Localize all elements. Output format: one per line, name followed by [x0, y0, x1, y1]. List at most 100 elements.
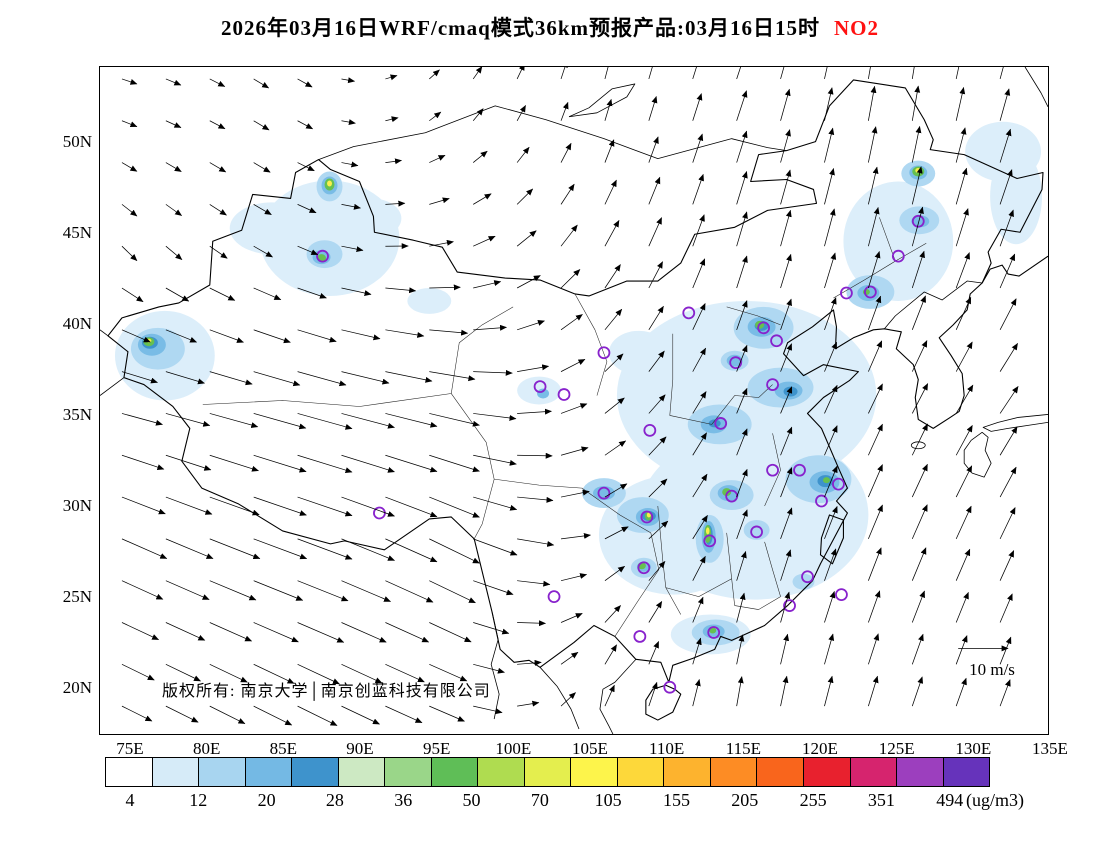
wind-vector	[209, 287, 236, 301]
wind-vector	[209, 162, 227, 173]
wind-vector	[560, 224, 578, 247]
wind-vector	[560, 613, 583, 623]
wind-vector	[824, 548, 837, 581]
city-station-marker	[770, 334, 783, 348]
wind-vector	[297, 204, 317, 214]
city-station-marker	[750, 525, 764, 539]
wind-vector	[955, 677, 967, 707]
colorbar-tick-label: 351	[867, 790, 895, 810]
city-station-marker	[547, 590, 561, 603]
wind-vector	[560, 183, 575, 205]
wind-vector	[911, 250, 925, 289]
city-station-marker	[801, 570, 814, 584]
city-station-marker	[911, 214, 925, 228]
wind-vector	[429, 705, 465, 722]
wind-vector	[736, 255, 748, 289]
wind-vector	[209, 580, 257, 601]
wind-vector	[999, 507, 1016, 540]
wind-vector	[824, 425, 838, 456]
wind-vector	[560, 314, 583, 331]
wind-vector	[385, 371, 433, 383]
wind-vector	[955, 591, 969, 623]
colorbar-tick-label: 155	[662, 790, 690, 810]
wind-vector	[429, 538, 480, 564]
colorbar-cell	[152, 758, 200, 786]
wind-vector	[297, 329, 337, 343]
wind-vector	[253, 580, 304, 601]
wind-vector	[780, 633, 790, 665]
wind-vector	[253, 245, 273, 258]
hainan-island	[645, 684, 682, 721]
wind-vector	[385, 74, 398, 81]
wind-vector	[999, 679, 1011, 707]
wind-vector	[692, 515, 708, 540]
city-station-marker	[729, 356, 743, 370]
wind-vector	[297, 371, 347, 387]
colorbar-tick-label: 20	[257, 790, 276, 810]
city-station-marker	[533, 380, 547, 393]
wind-vector	[692, 432, 707, 456]
colorbar-cell	[385, 758, 432, 786]
wind-legend-label: 10 m/s	[969, 660, 1015, 679]
wind-vector	[999, 426, 1018, 456]
wind-vector	[121, 78, 138, 85]
lon-tick-label: 105E	[572, 739, 608, 758]
wind-vector	[209, 120, 226, 130]
wind-vector	[999, 466, 1017, 498]
wind-vector	[692, 473, 708, 498]
pollution-plume	[792, 573, 815, 590]
colorbar-cell	[803, 758, 851, 786]
wind-vector	[604, 440, 627, 456]
lat-tick-label: 45N	[62, 223, 92, 242]
wind-vector	[429, 663, 468, 682]
wind-vector	[604, 220, 620, 247]
lat-tick-label: 20N	[62, 678, 92, 697]
page-title: 2026年03月16日WRF/cmaq模式36km预报产品:03月16日15时 N…	[0, 12, 1100, 42]
colorbar-cell	[245, 758, 293, 786]
wind-vector	[165, 580, 210, 600]
wind-vector	[517, 580, 551, 587]
wind-vector	[868, 590, 881, 623]
lon-tick-label: 135E	[1032, 739, 1068, 758]
wind-vector	[385, 287, 417, 294]
colorbar-cell	[106, 758, 153, 786]
colorbar-tick-label: 12	[189, 790, 208, 810]
wind-vector	[517, 496, 554, 503]
korea-china-border	[884, 280, 983, 330]
colorbar-labels: 4 12 20 28 36 50 70 105 155 205 255 351 494	[105, 790, 1035, 814]
wind-vector	[780, 549, 792, 581]
wind-vector	[385, 329, 425, 338]
wind-vector	[736, 592, 746, 623]
wind-vector	[911, 85, 921, 121]
wind-vector	[648, 217, 662, 247]
wind-vector	[824, 127, 835, 163]
wind-vector	[429, 413, 480, 427]
wind-vector	[911, 206, 924, 247]
pollution-plume	[646, 512, 651, 518]
wind-vector	[297, 78, 313, 88]
wind-vector	[121, 663, 155, 681]
city-station-marker	[840, 286, 853, 300]
wind-vector	[736, 67, 742, 80]
wind-vector	[429, 580, 476, 604]
wind-vector	[868, 423, 883, 456]
wind-vector	[911, 423, 928, 456]
wind-vector	[999, 550, 1015, 581]
wind-vector	[341, 119, 356, 126]
lon-tick-label: 100E	[495, 739, 532, 758]
wind-vector	[385, 622, 430, 643]
wind-vector	[999, 88, 1011, 121]
wind-vector	[429, 454, 480, 473]
wind-vector	[824, 252, 837, 289]
wind-vector	[868, 464, 883, 498]
wind-vector	[824, 67, 828, 80]
wind-vector	[736, 211, 748, 247]
wind-vector	[780, 675, 789, 707]
lon-tick-label: 120E	[802, 739, 838, 758]
wind-vector	[253, 78, 270, 89]
city-station-marker	[793, 463, 806, 477]
wind-vector	[999, 253, 1016, 289]
wind-vector	[955, 296, 972, 330]
mongolia-russia-border	[318, 105, 787, 160]
colorbar-cell	[571, 758, 618, 786]
